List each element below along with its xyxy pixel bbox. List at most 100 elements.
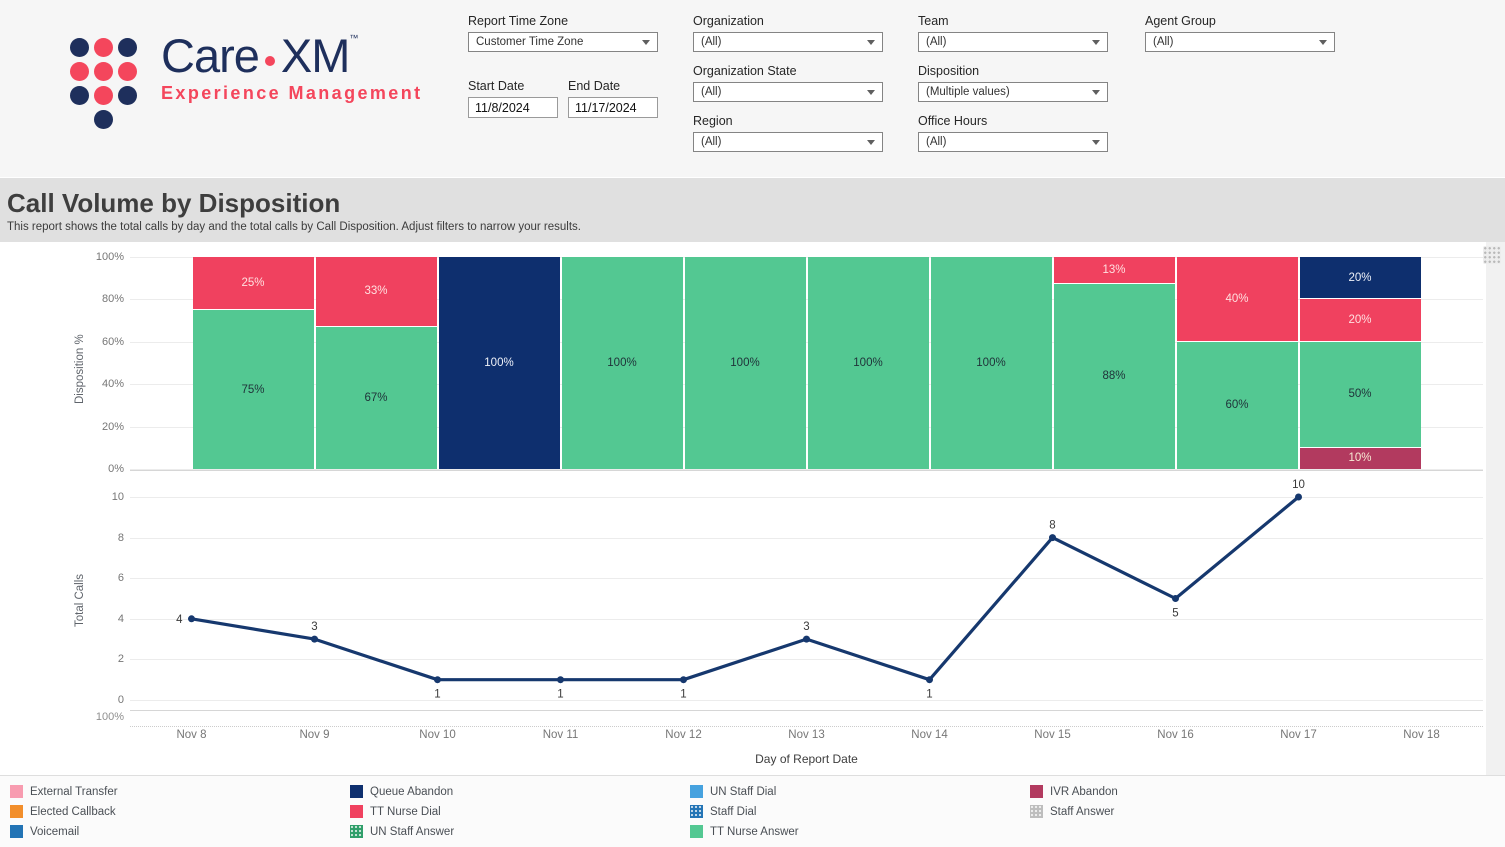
chevron-down-icon bbox=[867, 89, 875, 95]
filter-label: End Date bbox=[568, 79, 621, 93]
bar-segment[interactable]: 25% bbox=[192, 257, 314, 310]
end-date-input[interactable] bbox=[568, 97, 658, 118]
legend-item[interactable]: Voicemail bbox=[10, 825, 79, 838]
gridline bbox=[130, 497, 1483, 498]
bar-segment[interactable]: 100% bbox=[438, 257, 560, 469]
gridline bbox=[130, 618, 1483, 620]
organization-dropdown[interactable]: (All) bbox=[693, 32, 883, 52]
legend-item[interactable]: IVR Abandon bbox=[1030, 785, 1118, 798]
bar-segment-label: 100% bbox=[607, 357, 637, 369]
bar-segment[interactable]: 10% bbox=[1299, 447, 1421, 469]
line-point[interactable] bbox=[188, 615, 195, 623]
logo-dots-icon bbox=[70, 38, 137, 129]
legend-item[interactable]: TT Nurse Answer bbox=[690, 825, 799, 838]
logo-text: Care XM ™ Experience Management bbox=[161, 30, 422, 104]
legend-item[interactable]: External Transfer bbox=[10, 785, 118, 798]
line-point-label: 4 bbox=[176, 614, 183, 626]
legend-item[interactable]: UN Staff Dial bbox=[690, 785, 776, 798]
filter-disposition: Disposition (Multiple values) bbox=[918, 64, 1108, 102]
gridline bbox=[130, 257, 1483, 258]
dropdown-value: (All) bbox=[926, 136, 947, 148]
y-tick-label: 20% bbox=[101, 420, 124, 433]
bar-segment-label: 40% bbox=[1225, 292, 1249, 305]
legend-swatch-icon bbox=[690, 785, 703, 798]
legend-item[interactable]: Staff Dial bbox=[690, 805, 756, 818]
bar-segment[interactable]: 33% bbox=[315, 257, 437, 327]
bar-segment-label: 100% bbox=[853, 357, 883, 369]
bar-segment[interactable]: 100% bbox=[930, 257, 1052, 469]
filter-report-time-zone: Report Time Zone Customer Time Zone bbox=[468, 14, 658, 52]
legend-swatch-icon bbox=[10, 785, 23, 798]
line-point-label: 1 bbox=[926, 689, 932, 701]
filter-end-date: End Date bbox=[568, 79, 658, 118]
x-axis-label: Nov 9 bbox=[299, 729, 330, 741]
region-dropdown[interactable]: (All) bbox=[693, 132, 883, 152]
line-point[interactable] bbox=[1049, 534, 1056, 542]
legend-item[interactable]: Staff Answer bbox=[1030, 805, 1114, 818]
legend-item[interactable]: Queue Abandon bbox=[350, 785, 453, 798]
y-tick-label: 100% bbox=[95, 251, 124, 263]
line-point[interactable] bbox=[557, 676, 564, 684]
line-point[interactable] bbox=[1295, 493, 1302, 501]
line-point-label: 1 bbox=[434, 689, 440, 701]
grid-handle-icon[interactable] bbox=[1483, 246, 1501, 264]
x-axis-label: Nov 18 bbox=[1403, 729, 1440, 741]
scrollbar-track[interactable] bbox=[1486, 242, 1505, 775]
dropdown-value: (Multiple values) bbox=[926, 86, 1010, 98]
bar-segment[interactable]: 60% bbox=[1176, 341, 1298, 469]
agent-group-dropdown[interactable]: (All) bbox=[1145, 32, 1335, 52]
bar-segment[interactable]: 20% bbox=[1299, 257, 1421, 300]
bar-segment-label: 75% bbox=[241, 383, 265, 396]
logo-word-care: Care bbox=[161, 29, 260, 82]
logo-dot-icon bbox=[70, 38, 89, 57]
chevron-down-icon bbox=[1092, 39, 1100, 45]
bar-segment[interactable]: 13% bbox=[1053, 257, 1175, 284]
bar-segment[interactable]: 50% bbox=[1299, 341, 1421, 448]
bar-segment[interactable]: 67% bbox=[315, 326, 437, 469]
line-point[interactable] bbox=[1172, 595, 1179, 602]
line-point[interactable] bbox=[680, 676, 687, 684]
legend-item-label: Voicemail bbox=[30, 825, 80, 838]
dropdown-value: (All) bbox=[1153, 36, 1174, 48]
legend: External Transfer Elected Callback Voicema… bbox=[0, 775, 1505, 847]
page-subtitle: This report shows the total calls by day… bbox=[7, 221, 581, 233]
line-point[interactable] bbox=[803, 635, 810, 643]
clipped-axis-tick: 100% bbox=[95, 711, 124, 720]
bar-segment[interactable]: 100% bbox=[684, 257, 806, 469]
report-time-zone-dropdown[interactable]: Customer Time Zone bbox=[468, 32, 658, 52]
office-hours-dropdown[interactable]: (All) bbox=[918, 132, 1108, 152]
x-axis-label: Nov 14 bbox=[911, 729, 948, 741]
gridline bbox=[130, 659, 1483, 661]
legend-item[interactable]: UN Staff Answer bbox=[350, 825, 454, 838]
line-point-label: 3 bbox=[803, 621, 809, 633]
x-axis-label: Nov 10 bbox=[419, 729, 456, 741]
line-point[interactable] bbox=[434, 676, 441, 684]
team-dropdown[interactable]: (All) bbox=[918, 32, 1108, 52]
legend-swatch-icon bbox=[1030, 805, 1043, 818]
filter-label: Office Hours bbox=[918, 114, 988, 128]
bar-segment[interactable]: 88% bbox=[1053, 283, 1175, 469]
legend-item[interactable]: Elected Callback bbox=[10, 805, 116, 818]
legend-item-label: IVR Abandon bbox=[1050, 785, 1118, 798]
bar-segment[interactable]: 100% bbox=[807, 257, 929, 469]
disposition-dropdown[interactable]: (Multiple values) bbox=[918, 82, 1108, 102]
bar-segment[interactable]: 40% bbox=[1176, 257, 1298, 342]
filter-label: Organization State bbox=[693, 64, 797, 78]
bar-segment-label: 60% bbox=[1225, 399, 1249, 412]
x-axis-label: Nov 16 bbox=[1157, 729, 1194, 741]
filter-label: Agent Group bbox=[1145, 14, 1216, 28]
logo-tagline: Experience Management bbox=[161, 82, 423, 103]
bar-segment[interactable]: 100% bbox=[561, 257, 683, 469]
bar-segment-label: 67% bbox=[364, 391, 388, 404]
line-point[interactable] bbox=[311, 635, 318, 643]
start-date-input[interactable] bbox=[468, 97, 558, 118]
legend-swatch-icon bbox=[1030, 785, 1043, 798]
logo-wordmark: Care XM ™ bbox=[161, 30, 422, 82]
bar-segment[interactable]: 75% bbox=[192, 310, 314, 469]
organization-state-dropdown[interactable]: (All) bbox=[693, 82, 883, 102]
bar-segment[interactable]: 20% bbox=[1299, 299, 1421, 342]
y-tick-label: 40% bbox=[101, 378, 124, 391]
legend-item[interactable]: TT Nurse Dial bbox=[350, 805, 441, 818]
line-point[interactable] bbox=[926, 676, 933, 684]
filter-agent-group: Agent Group (All) bbox=[1145, 14, 1335, 52]
